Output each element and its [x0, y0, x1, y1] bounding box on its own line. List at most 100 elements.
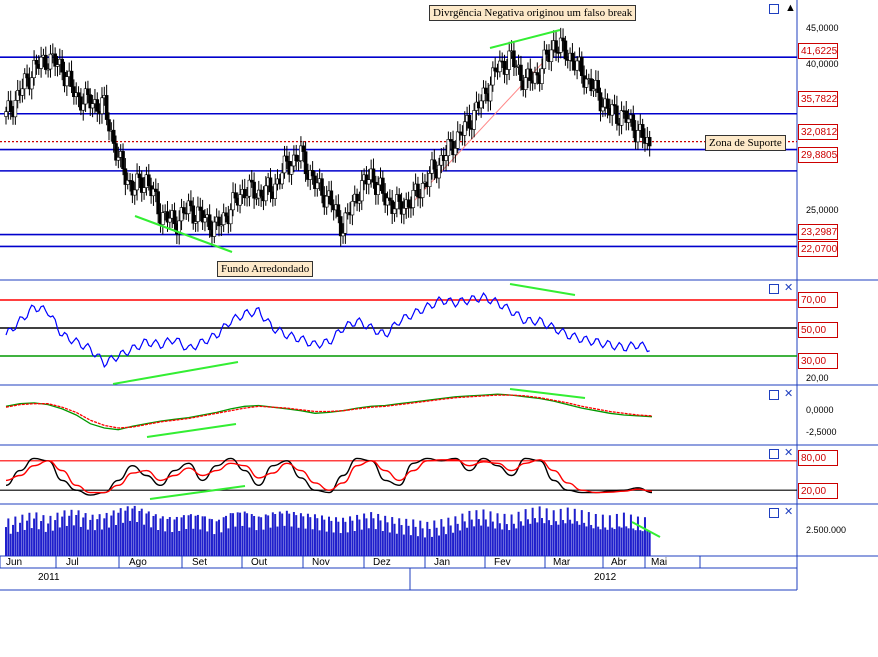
volume-bar — [627, 528, 630, 556]
volume-bar — [587, 512, 590, 556]
volume-bar — [599, 529, 602, 556]
volume-bar — [143, 524, 146, 556]
volume-bar — [199, 529, 202, 556]
volume-bar — [484, 519, 487, 556]
volume-bar — [145, 513, 148, 556]
candle-body — [13, 100, 18, 118]
volume-bar — [510, 514, 513, 556]
candle-body — [60, 58, 64, 73]
volume-bar — [236, 512, 239, 556]
close-icon[interactable]: ✕ — [784, 506, 794, 518]
volume-bar — [318, 530, 321, 556]
volume-bar — [367, 528, 370, 556]
volume-bar — [168, 517, 171, 556]
volume-bar — [12, 524, 15, 556]
candle-body — [177, 220, 182, 235]
volume-bar — [16, 531, 19, 556]
volume-bar — [328, 516, 330, 556]
candle-body — [4, 111, 8, 117]
volume-bar — [555, 521, 558, 556]
divergence-line — [509, 388, 586, 399]
volume-bar — [178, 530, 181, 556]
candle-body — [303, 151, 308, 175]
candle-body — [357, 200, 362, 204]
candle-body — [39, 56, 43, 69]
pane-menu-icon[interactable]: ▲ — [785, 2, 796, 14]
candle-body — [561, 37, 565, 42]
price-level-label: 35,7822 — [798, 91, 838, 107]
volume-bar — [68, 515, 71, 556]
volume-bar — [171, 532, 174, 556]
volume-bar — [72, 525, 75, 556]
month-label: Abr — [611, 557, 627, 568]
close-icon[interactable]: ✕ — [784, 388, 794, 400]
candle-body — [72, 86, 76, 97]
volume-bar — [601, 514, 604, 556]
candle-body — [186, 200, 191, 214]
candle-body — [437, 164, 441, 179]
volume-bar — [440, 519, 443, 556]
pane-maximize-button[interactable] — [769, 4, 779, 14]
candle-body — [453, 148, 458, 156]
candle-body — [238, 194, 242, 206]
price-level-label: 41,6225 — [798, 43, 838, 59]
volume-bar — [342, 517, 345, 556]
pane-maximize-button[interactable] — [769, 284, 779, 294]
volume-bar — [393, 523, 396, 556]
volume-bar — [508, 530, 511, 556]
volume-bar — [475, 510, 478, 556]
volume-bar — [540, 518, 543, 556]
year-label: 2012 — [594, 572, 617, 583]
candle-body — [615, 105, 619, 124]
candle-body — [341, 232, 345, 237]
volume-bar — [58, 527, 61, 556]
volume-bar — [196, 514, 199, 556]
volume-bar — [524, 509, 527, 556]
candle-body — [165, 211, 170, 223]
volume-bar — [5, 527, 7, 556]
volume-bar — [344, 521, 347, 556]
volume-bar — [297, 527, 300, 556]
volume-bar — [182, 515, 185, 556]
candle-body — [142, 187, 146, 193]
divergence-line — [134, 215, 233, 253]
candle-body — [193, 221, 198, 224]
volume-bar — [564, 523, 567, 556]
volume-bar — [346, 532, 349, 556]
candle-body — [259, 189, 263, 197]
candle-body — [156, 191, 160, 215]
candle-body — [130, 180, 135, 196]
candle-body — [542, 49, 547, 70]
volume-bar — [606, 529, 609, 556]
candle-body — [254, 197, 259, 200]
candle-body — [121, 151, 125, 170]
candle-body — [523, 77, 528, 90]
volume-bar — [96, 519, 99, 556]
volume-bar — [241, 525, 244, 556]
candle-body — [100, 97, 104, 114]
volume-bar — [136, 522, 139, 556]
volume-bar — [407, 525, 410, 556]
volume-bar — [543, 523, 546, 556]
candle-body — [381, 177, 385, 194]
volume-bar — [349, 516, 352, 556]
candle-body — [338, 216, 343, 237]
candle-body — [172, 210, 177, 225]
volume-bar — [613, 529, 616, 556]
annotation-divergence: Divrgência Negativa originou um falso br… — [429, 5, 637, 21]
pane-maximize-button[interactable] — [769, 508, 779, 518]
pane-maximize-button[interactable] — [769, 390, 779, 400]
close-icon[interactable]: ✕ — [784, 282, 794, 294]
volume-bar — [79, 526, 82, 556]
candle-body — [549, 49, 554, 62]
volume-bar — [302, 516, 305, 556]
volume-bar — [372, 518, 375, 556]
pane-maximize-button[interactable] — [769, 449, 779, 459]
volume-bar — [459, 530, 462, 556]
candle-body — [392, 208, 397, 214]
close-icon[interactable]: ✕ — [784, 447, 794, 459]
volume-bar — [229, 513, 232, 556]
volume-bar — [388, 532, 391, 556]
volume-bar — [63, 510, 66, 556]
candle-body — [296, 160, 301, 162]
